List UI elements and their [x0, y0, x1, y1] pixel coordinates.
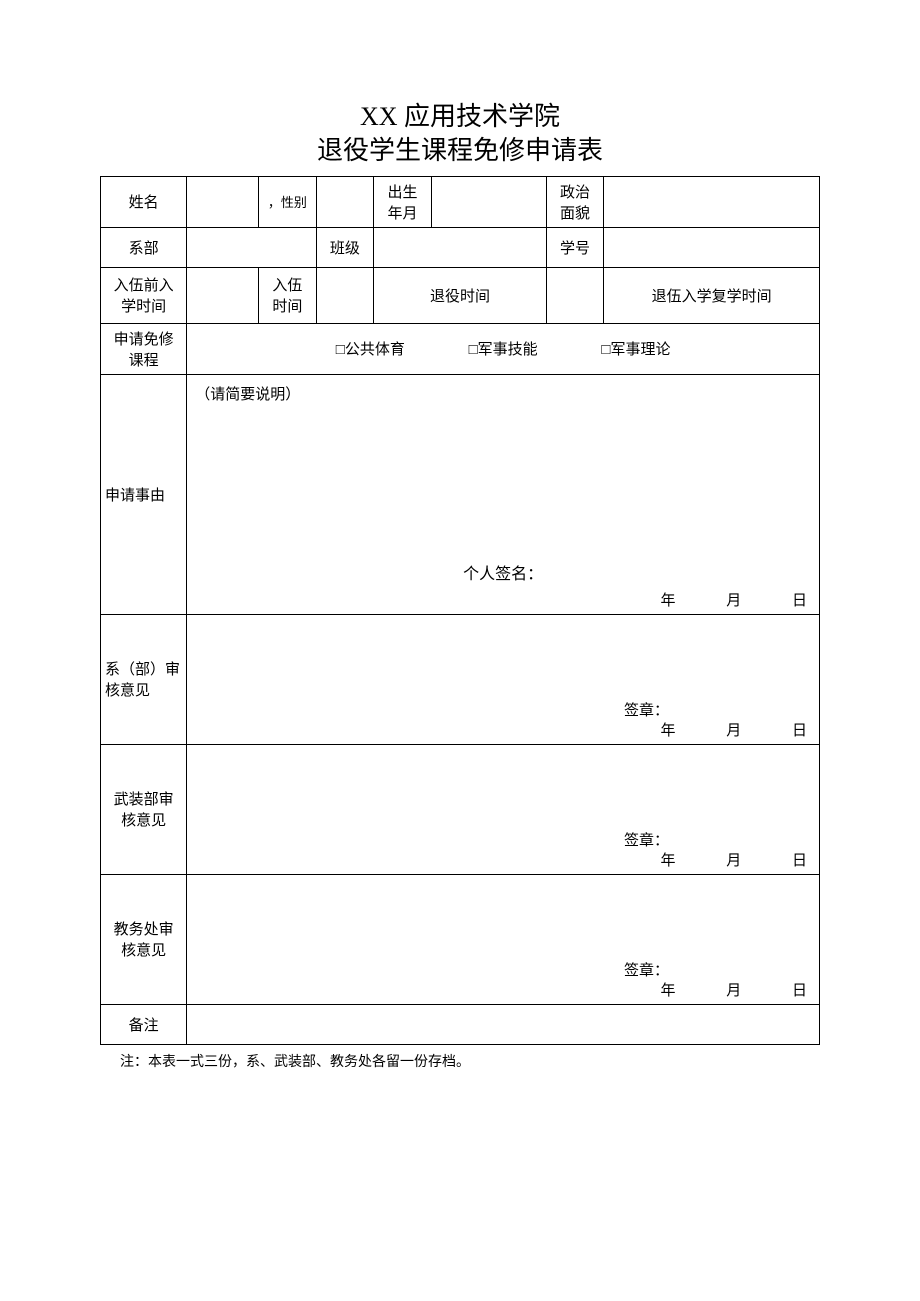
form-title: XX 应用技术学院 退役学生课程免修申请表 — [100, 100, 820, 168]
academic-stamp-label: 签章： — [624, 959, 669, 980]
label-academic-opinion: 教务处审核意见 — [101, 874, 187, 1004]
footer-note: 注：本表一式三份，系、武装部、教务处各留一份存档。 — [100, 1051, 820, 1071]
row-department: 系部 班级 学号 — [101, 227, 820, 267]
row-dept-opinion: 系（部）审核意见 签章： 年 月 日 — [101, 614, 820, 744]
reason-hint: （请简要说明） — [195, 383, 811, 404]
value-political[interactable] — [604, 176, 820, 227]
value-remark[interactable] — [187, 1004, 820, 1044]
label-gender: ，性别 — [259, 176, 317, 227]
academic-year: 年 — [618, 979, 678, 1000]
value-gender[interactable] — [316, 176, 374, 227]
label-dept-opinion: 系（部）审核意见 — [101, 614, 187, 744]
value-armed-opinion[interactable]: 签章： 年 月 日 — [187, 744, 820, 874]
value-academic-opinion[interactable]: 签章： 年 月 日 — [187, 874, 820, 1004]
application-form-table: 姓名 ，性别 出生年月 政治面貌 系部 班级 学号 入伍前入学时间 入伍时间 退… — [100, 176, 820, 1045]
value-dept-opinion[interactable]: 签章： 年 月 日 — [187, 614, 820, 744]
row-academic-opinion: 教务处审核意见 签章： 年 月 日 — [101, 874, 820, 1004]
label-remark: 备注 — [101, 1004, 187, 1044]
academic-month: 月 — [683, 979, 743, 1000]
row-armed-opinion: 武装部审核意见 签章： 年 月 日 — [101, 744, 820, 874]
value-student-id[interactable] — [604, 227, 820, 267]
course-option-2[interactable]: □军事技能 — [469, 338, 538, 359]
row-courses: 申请免修课程 □公共体育 □军事技能 □军事理论 — [101, 323, 820, 374]
title-line-2: 退役学生课程免修申请表 — [100, 134, 820, 168]
title-line-1: XX 应用技术学院 — [100, 100, 820, 134]
value-reason[interactable]: （请简要说明） 个人签名： 年 月 日 — [187, 374, 820, 614]
value-pre-enlist[interactable] — [187, 267, 259, 323]
reason-day: 日 — [749, 589, 809, 610]
dept-date-line: 年 月 日 — [618, 719, 810, 740]
course-option-1[interactable]: □公共体育 — [336, 338, 405, 359]
reason-year: 年 — [618, 589, 678, 610]
dept-year: 年 — [618, 719, 678, 740]
row-reason: 申请事由 （请简要说明） 个人签名： 年 月 日 — [101, 374, 820, 614]
value-birth[interactable] — [431, 176, 546, 227]
label-birth: 出生年月 — [374, 176, 432, 227]
row-name: 姓名 ，性别 出生年月 政治面貌 — [101, 176, 820, 227]
reason-date-line: 年 月 日 — [618, 589, 810, 610]
label-exempt-courses: 申请免修课程 — [101, 323, 187, 374]
row-remark: 备注 — [101, 1004, 820, 1044]
value-class[interactable] — [374, 227, 547, 267]
value-discharge-time[interactable] — [546, 267, 604, 323]
armed-month: 月 — [683, 849, 743, 870]
label-armed-opinion: 武装部审核意见 — [101, 744, 187, 874]
label-student-id: 学号 — [546, 227, 604, 267]
armed-year: 年 — [618, 849, 678, 870]
course-option-3[interactable]: □军事理论 — [601, 338, 670, 359]
reason-month: 月 — [683, 589, 743, 610]
label-return-enroll: 退伍入学复学时间 — [604, 267, 820, 323]
dept-month: 月 — [683, 719, 743, 740]
dept-stamp-label: 签章： — [624, 699, 669, 720]
value-name[interactable] — [187, 176, 259, 227]
label-class: 班级 — [316, 227, 374, 267]
label-department: 系部 — [101, 227, 187, 267]
label-pre-enlist: 入伍前入学时间 — [101, 267, 187, 323]
academic-day: 日 — [749, 979, 809, 1000]
armed-day: 日 — [749, 849, 809, 870]
personal-sign-label: 个人签名： — [187, 560, 819, 584]
value-department[interactable] — [187, 227, 316, 267]
academic-date-line: 年 月 日 — [618, 979, 810, 1000]
armed-date-line: 年 月 日 — [618, 849, 810, 870]
label-reason: 申请事由 — [101, 374, 187, 614]
label-discharge-time: 退役时间 — [374, 267, 547, 323]
dept-day: 日 — [749, 719, 809, 740]
label-enlist-time: 入伍时间 — [259, 267, 317, 323]
label-political: 政治面貌 — [546, 176, 604, 227]
value-enlist-time[interactable] — [316, 267, 374, 323]
value-courses[interactable]: □公共体育 □军事技能 □军事理论 — [187, 323, 820, 374]
armed-stamp-label: 签章： — [624, 829, 669, 850]
row-enlist-times: 入伍前入学时间 入伍时间 退役时间 退伍入学复学时间 — [101, 267, 820, 323]
label-name: 姓名 — [101, 176, 187, 227]
